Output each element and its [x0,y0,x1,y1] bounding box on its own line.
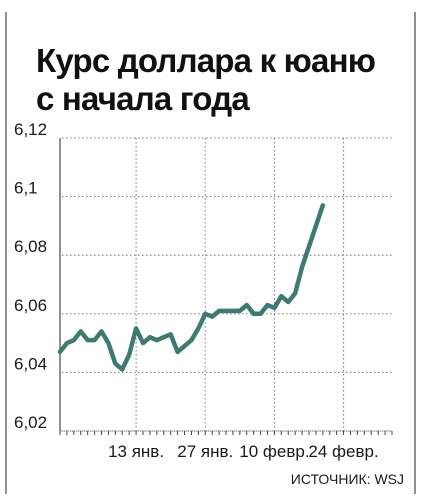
data-point [100,330,103,333]
data-point [59,350,62,353]
data-point [107,342,110,345]
source-label: ИСТОЧНИК: WSJ [291,471,404,487]
axis-layer [59,138,393,435]
data-point [287,301,290,304]
data-point [135,327,138,330]
data-point [245,304,248,307]
chart-title-line-2: с начала года [36,80,250,117]
data-point [79,330,82,333]
data-point [114,362,117,365]
data-point [155,339,158,342]
chart-title: Курс доллара к юаню с начала года [36,42,384,117]
series-layer [57,203,326,372]
data-point [225,309,228,312]
data-point [65,342,68,345]
data-point [231,309,234,312]
data-point [183,345,186,348]
data-point [238,309,241,312]
data-point [121,368,124,371]
data-point [142,342,145,345]
data-point [162,336,165,339]
x-tick-label: 27 янв. [177,442,233,461]
data-point [308,245,311,248]
data-point [169,333,172,336]
data-point [176,350,179,353]
y-tick-label: 6,1 [14,179,38,198]
data-point [190,339,193,342]
y-tick-label: 6,08 [14,237,47,256]
data-point [301,265,304,268]
data-point [148,336,151,339]
data-point [218,309,221,312]
y-tick-label: 6,02 [14,413,47,432]
y-tick-label: 6,04 [14,354,47,373]
x-tick-label: 10 февр. [239,442,309,461]
data-point [197,327,200,330]
data-point [72,339,75,342]
y-tick-label: 6,06 [14,296,47,315]
x-tick-label: 24 февр. [308,442,378,461]
chart-title-line-1: Курс доллара к юаню [36,42,375,79]
data-point [204,312,207,315]
data-point [252,312,255,315]
grid-layer [62,137,392,432]
data-point [321,204,324,207]
data-point [86,339,89,342]
data-point [280,295,283,298]
data-point [314,224,317,227]
data-point [211,315,214,318]
data-point [273,306,276,309]
x-tick-labels: 13 янв. 27 янв. 10 февр.24 февр. [108,442,379,461]
x-tick-label: 13 янв. [108,442,164,461]
data-point [266,304,269,307]
data-point [128,353,131,356]
y-tick-labels: 6,12 6,1 6,08 6,06 6,04 6,02 [14,120,47,432]
data-point [294,292,297,295]
data-point [259,312,262,315]
y-tick-label: 6,12 [14,120,47,139]
data-point [93,339,96,342]
usd-cny-rate-line [57,203,326,372]
